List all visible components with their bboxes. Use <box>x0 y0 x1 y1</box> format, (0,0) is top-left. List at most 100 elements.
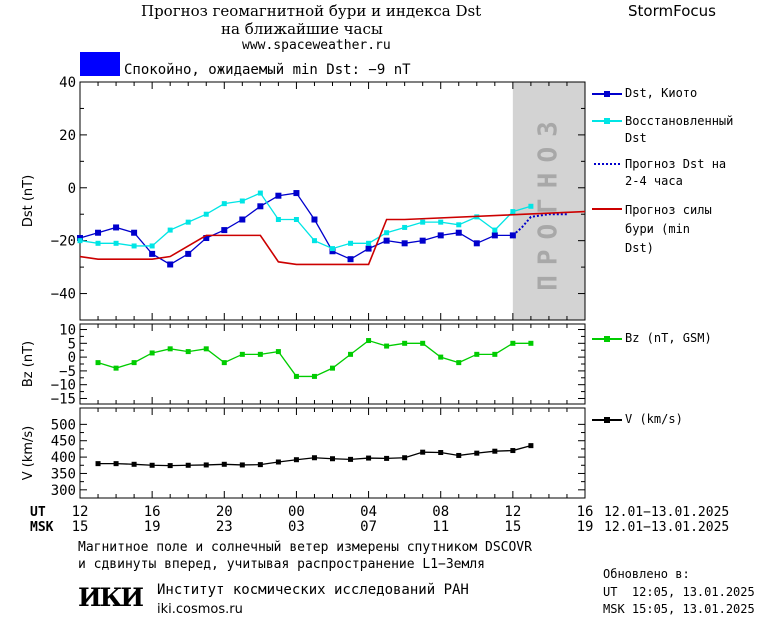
ut-tick-label: 16 <box>577 504 594 520</box>
legend-label-bz: Bz (nT, GSM) <box>625 331 712 345</box>
data-point-restored <box>149 243 155 249</box>
data-point-bz <box>311 373 317 379</box>
data-point-bz <box>366 338 372 344</box>
data-point-v <box>492 448 498 454</box>
msk-tick-label: 15 <box>72 519 89 535</box>
forecast-band-label: ПРОГНОЗ <box>533 111 563 291</box>
data-point-restored <box>257 190 263 196</box>
data-point-restored <box>492 227 498 233</box>
msk-tick-label: 11 <box>432 519 449 535</box>
bz-ytick-label: 10 <box>59 323 76 339</box>
series-line-restored <box>79 192 532 250</box>
legend-marker-kyoto <box>604 91 610 97</box>
data-point-kyoto <box>419 237 426 244</box>
legend-label-storm: Прогноз силы бури (min Dst) <box>625 203 712 255</box>
data-point-v <box>366 455 372 461</box>
legend-label-restored: Восстановленный Dst <box>625 114 734 145</box>
data-point-v <box>311 455 317 461</box>
data-point-restored <box>77 238 83 244</box>
title-line-2: на ближайшие часы <box>221 20 383 38</box>
data-point-kyoto <box>95 229 102 236</box>
data-point-bz <box>257 351 263 357</box>
data-point-v <box>149 462 155 468</box>
v-ytick-label: 300 <box>51 483 76 499</box>
data-point-kyoto <box>311 216 318 223</box>
data-point-bz <box>402 340 408 346</box>
series-line-forecast <box>512 213 567 237</box>
forecast-band <box>512 82 585 320</box>
ut-tick-label: 12 <box>72 504 89 520</box>
data-point-restored <box>384 230 390 236</box>
data-point-kyoto <box>239 216 246 223</box>
data-point-v <box>95 461 101 467</box>
data-point-restored <box>366 240 372 246</box>
v-ytick-label: 400 <box>51 450 76 466</box>
msk-date-range: 12.01−13.01.2025 <box>604 520 729 535</box>
ut-tick-label: 08 <box>432 504 449 520</box>
data-point-v <box>275 459 281 465</box>
data-point-v <box>456 452 462 458</box>
dst-ytick-label: 40 <box>59 75 76 91</box>
data-point-bz <box>95 360 101 366</box>
bz-frame <box>79 323 586 405</box>
msk-axis-label: MSK <box>30 520 54 535</box>
bz-ytick-label: 5 <box>68 336 76 352</box>
ut-tick-label: 04 <box>360 504 377 520</box>
data-point-bz <box>131 360 137 366</box>
data-point-v <box>438 450 444 456</box>
data-point-v <box>384 455 390 461</box>
data-point-bz <box>293 373 299 379</box>
data-point-kyoto <box>185 250 192 257</box>
ut-tick-label: 16 <box>144 504 161 520</box>
legend-label-kyoto: Dst, Киото <box>625 86 698 100</box>
series-line-bz <box>97 339 531 378</box>
data-point-restored <box>221 201 227 207</box>
data-point-v <box>293 457 299 463</box>
data-point-bz <box>221 360 227 366</box>
data-point-bz <box>275 349 281 355</box>
data-point-kyoto <box>401 240 408 247</box>
data-point-kyoto <box>437 232 444 239</box>
data-point-bz <box>167 346 173 352</box>
data-point-restored <box>456 222 462 228</box>
bz-ytick-label: −5 <box>59 364 76 380</box>
msk-tick-label: 03 <box>288 519 305 535</box>
bz-ylabel: Bz (nT) <box>21 341 36 387</box>
data-point-restored <box>167 227 173 233</box>
data-point-kyoto <box>473 240 480 247</box>
data-point-v <box>330 456 335 462</box>
data-point-v <box>221 461 227 467</box>
data-point-v <box>528 443 534 449</box>
legend-label-forecast: Прогноз Dst на 2-4 часа <box>625 157 727 188</box>
series-line-storm <box>79 210 586 266</box>
data-point-kyoto <box>149 250 156 257</box>
ut-axis-label: UT <box>30 505 46 520</box>
data-point-kyoto <box>77 235 83 242</box>
iki-logo[interactable]: ИКИ <box>78 583 144 612</box>
data-point-restored <box>402 224 408 230</box>
legend-swatch-forecast <box>594 163 620 165</box>
ut-tick-label: 20 <box>216 504 233 520</box>
data-point-restored <box>203 211 209 217</box>
legend-label-v: V (km/s) <box>625 412 683 426</box>
data-point-kyoto <box>113 224 120 231</box>
data-point-v <box>185 462 191 468</box>
institute-site[interactable]: iki.cosmos.ru <box>157 602 243 617</box>
data-point-restored <box>113 240 119 246</box>
site-url[interactable]: www.spaceweather.ru <box>242 38 391 53</box>
legend-marker-restored <box>604 118 610 124</box>
v-frame <box>79 407 586 499</box>
msk-tick-label: 07 <box>360 519 377 535</box>
msk-tick-label: 15 <box>504 519 521 535</box>
data-point-bz <box>438 354 444 360</box>
dst-ylabel: Dst (nT) <box>21 175 36 227</box>
data-point-bz <box>203 346 209 352</box>
status-swatch <box>80 52 120 76</box>
dst-ytick-label: 20 <box>59 128 76 144</box>
bz-ytick-label: 0 <box>68 350 76 366</box>
data-point-bz <box>348 351 354 357</box>
data-point-v <box>474 450 480 456</box>
v-ytick-label: 350 <box>51 466 76 482</box>
data-point-restored <box>293 217 299 223</box>
